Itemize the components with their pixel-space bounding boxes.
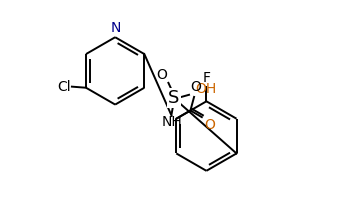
Text: O: O: [156, 68, 167, 82]
Text: Cl: Cl: [57, 80, 71, 94]
Text: N: N: [111, 21, 121, 35]
Text: F: F: [202, 72, 210, 85]
Text: OH: OH: [195, 82, 216, 96]
Text: S: S: [168, 89, 180, 107]
Text: O: O: [190, 80, 201, 94]
Text: NH: NH: [161, 115, 182, 129]
Text: O: O: [204, 119, 215, 132]
